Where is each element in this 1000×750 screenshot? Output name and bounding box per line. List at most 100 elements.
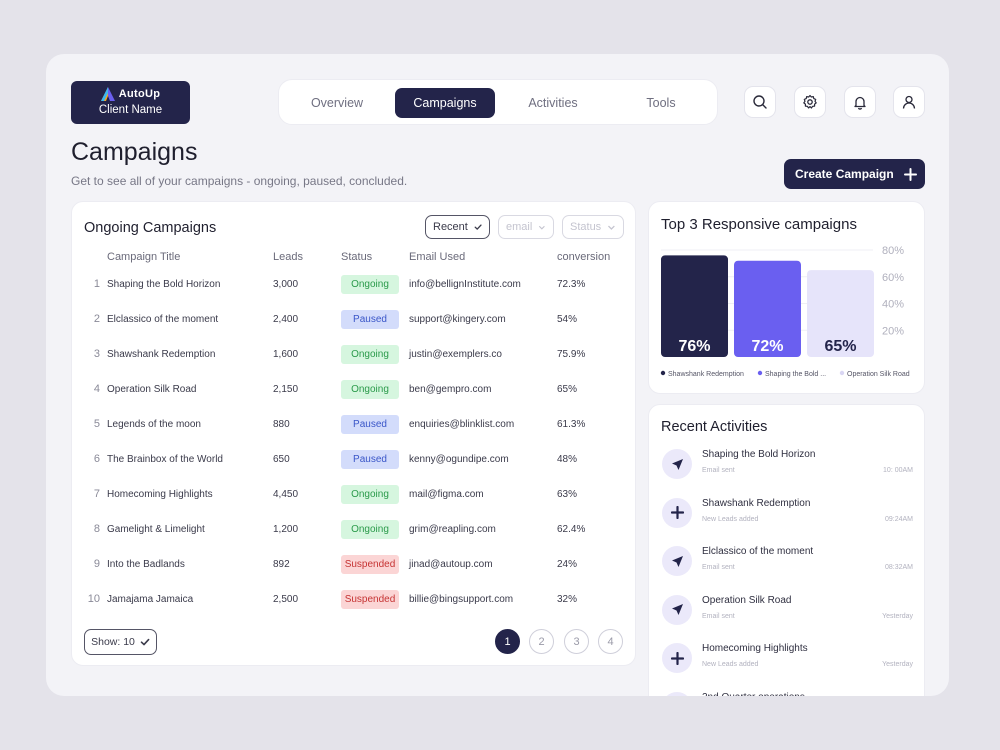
app-frame: AutoUp Client Name Overview Campaigns Ac… bbox=[46, 54, 949, 696]
page-1-button[interactable]: 1 bbox=[495, 629, 520, 654]
check-icon bbox=[474, 224, 482, 230]
chevron-down-icon bbox=[608, 225, 615, 230]
activity-item[interactable]: Shawshank Redemption New Leads added 09:24… bbox=[649, 497, 924, 546]
notifications-button[interactable] bbox=[844, 86, 876, 118]
recent-activities-card: Recent Activities Shaping the Bold Horiz… bbox=[648, 404, 925, 696]
campaign-email: jinad@autoup.com bbox=[409, 559, 493, 570]
status-badge-ongoing: Ongoing bbox=[341, 380, 399, 399]
status-badge-ongoing: Ongoing bbox=[341, 275, 399, 294]
activity-item[interactable]: Elclassico of the moment Email sent 08:32A… bbox=[649, 546, 924, 594]
y-tick-label: 20% bbox=[882, 325, 904, 337]
campaign-title: Homecoming Highlights bbox=[107, 489, 213, 500]
legend-swatch bbox=[660, 370, 666, 376]
tab-activities[interactable]: Activities bbox=[528, 96, 578, 110]
campaign-leads: 2,400 bbox=[273, 314, 299, 325]
activity-time: 10: 00AM bbox=[883, 467, 913, 474]
activity-item[interactable]: Shaping the Bold Horizon Email sent 10: 00… bbox=[649, 449, 924, 497]
table-row[interactable]: 3 Shawshank Redemption 1,600 Ongoing justin@… bbox=[72, 337, 637, 372]
chevron-down-icon bbox=[539, 225, 546, 230]
create-campaign-button[interactable]: Create Campaign bbox=[784, 159, 925, 189]
campaign-title: Shawshank Redemption bbox=[107, 349, 216, 360]
activity-title: Shaping the Bold Horizon bbox=[702, 449, 816, 460]
status-badge-paused: Paused bbox=[341, 450, 399, 469]
campaign-email: billie@bingsupport.com bbox=[409, 594, 514, 605]
bar-2 bbox=[734, 260, 801, 357]
table-row[interactable]: 2 Elclassico of the moment 2,400 Paused supp… bbox=[72, 302, 637, 337]
ongoing-campaigns-card: Ongoing Campaigns Recent email Status Ca… bbox=[71, 201, 636, 666]
activity-time: 08:32AM bbox=[884, 564, 913, 571]
legend-label: Operation Silk Road bbox=[847, 371, 910, 378]
y-tick-label: 80% bbox=[882, 245, 904, 257]
top-responsive-chart-card: Top 3 Responsive campaigns 80% 60% 40% 20% 76… bbox=[648, 201, 925, 394]
page-4-button[interactable]: 4 bbox=[598, 629, 623, 654]
page-3-button[interactable]: 3 bbox=[564, 629, 589, 654]
status-filter[interactable]: Status bbox=[562, 215, 624, 239]
campaign-conversion: 65% bbox=[557, 384, 578, 395]
row-number: 3 bbox=[93, 348, 100, 360]
column-header-conversion: conversion bbox=[557, 251, 611, 263]
page-title: Campaigns bbox=[71, 138, 198, 166]
campaign-leads: 880 bbox=[273, 419, 290, 430]
check-icon bbox=[140, 638, 150, 646]
row-number: 1 bbox=[93, 278, 100, 290]
campaign-conversion: 75.9% bbox=[557, 349, 586, 360]
activity-title: 2nd Quarter operations bbox=[702, 692, 805, 697]
sort-filter[interactable]: Recent bbox=[425, 215, 490, 239]
client-name: Client Name bbox=[98, 104, 163, 116]
send-icon bbox=[662, 546, 692, 576]
campaign-email: info@bellignInstitute.com bbox=[409, 279, 521, 290]
tab-campaigns[interactable]: Campaigns bbox=[395, 88, 495, 118]
show-count-select[interactable]: Show: 10 bbox=[84, 629, 157, 655]
table-row[interactable]: 9 Into the Badlands 892 Suspended jinad@auto… bbox=[72, 547, 637, 582]
campaign-title: The Brainbox of the World bbox=[107, 454, 223, 465]
activity-item[interactable]: Operation Silk Road Email sent Yesterday bbox=[649, 594, 924, 643]
search-button[interactable] bbox=[744, 86, 776, 118]
bar-value-label: 65% bbox=[824, 338, 856, 355]
settings-button[interactable] bbox=[794, 86, 826, 118]
sort-filter-label: Recent bbox=[433, 221, 468, 233]
status-badge-suspended: Suspended bbox=[341, 555, 399, 574]
campaign-email: mail@figma.com bbox=[409, 489, 484, 500]
activity-item[interactable]: Homecoming Highlights New Leads added Yest… bbox=[649, 643, 924, 691]
legend-swatch bbox=[757, 370, 763, 376]
activity-item[interactable]: 2nd Quarter operations bbox=[649, 691, 924, 697]
table-row[interactable]: 8 Gamelight & Limelight 1,200 Ongoing grim@r… bbox=[72, 512, 637, 547]
profile-button[interactable] bbox=[893, 86, 925, 118]
bell-icon bbox=[854, 96, 866, 110]
page-2-button[interactable]: 2 bbox=[529, 629, 554, 654]
activity-time: Yesterday bbox=[882, 661, 913, 668]
plus-icon bbox=[662, 643, 692, 673]
column-header-email: Email Used bbox=[409, 251, 466, 263]
activity-description: Email sent bbox=[702, 467, 735, 474]
brand-name: AutoUp bbox=[118, 88, 161, 100]
tab-tools[interactable]: Tools bbox=[646, 96, 676, 110]
table-row[interactable]: 10 Jamajama Jamaica 2,500 Suspended billie@b… bbox=[72, 582, 637, 617]
activity-title: Shawshank Redemption bbox=[702, 497, 811, 509]
status-badge-paused: Paused bbox=[341, 310, 399, 329]
bar-1 bbox=[661, 255, 728, 357]
status-filter-label: Status bbox=[570, 221, 602, 233]
bar-value-label: 76% bbox=[678, 338, 710, 355]
ongoing-campaigns-title: Ongoing Campaigns bbox=[84, 220, 217, 236]
campaign-conversion: 72.3% bbox=[557, 279, 586, 290]
client-logo[interactable]: AutoUp Client Name bbox=[71, 81, 190, 124]
email-filter[interactable]: email bbox=[498, 215, 554, 239]
campaign-email: support@kingery.com bbox=[409, 314, 506, 325]
table-row[interactable]: 7 Homecoming Highlights 4,450 Ongoing mail@f… bbox=[72, 477, 637, 512]
page-subtitle: Get to see all of your campaigns - ongoi… bbox=[71, 174, 408, 188]
status-badge-ongoing: Ongoing bbox=[341, 345, 399, 364]
table-row[interactable]: 4 Operation Silk Road 2,150 Ongoing ben@gemp… bbox=[72, 372, 637, 407]
row-number: 4 bbox=[93, 383, 100, 395]
tab-overview[interactable]: Overview bbox=[310, 96, 364, 110]
legend-label: Shaping the Bold ... bbox=[765, 371, 826, 378]
send-icon bbox=[662, 594, 692, 625]
email-filter-label: email bbox=[506, 221, 533, 233]
campaign-title: Into the Badlands bbox=[107, 559, 185, 570]
table-row[interactable]: 6 The Brainbox of the World 650 Paused kenny… bbox=[72, 442, 637, 477]
table-row[interactable]: 5 Legends of the moon 880 Paused enquiries@b… bbox=[72, 407, 637, 442]
campaign-email: ben@gempro.com bbox=[409, 384, 492, 395]
table-row[interactable]: 1 Shaping the Bold Horizon 3,000 Ongoing inf… bbox=[72, 267, 637, 302]
send-icon bbox=[662, 449, 692, 479]
search-icon bbox=[753, 95, 767, 109]
activity-title: Elclassico of the moment bbox=[702, 546, 814, 557]
